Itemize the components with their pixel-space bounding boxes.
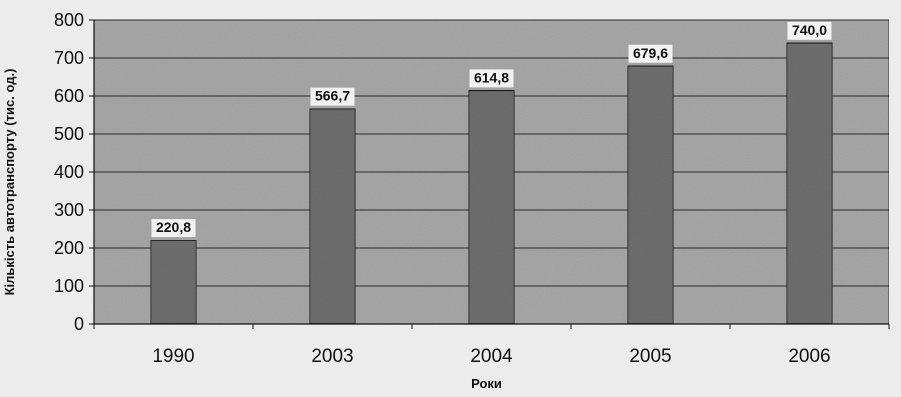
data-label: 614,8 — [474, 69, 509, 85]
x-tick-label: 2006 — [788, 346, 830, 367]
y-tick-labels: 0 100 200 300 400 500 600 700 800 — [54, 10, 84, 334]
data-label-box — [310, 87, 355, 106]
x-tick-labels: 1990 2003 2004 2005 2006 — [152, 346, 830, 367]
y-tick-label: 500 — [54, 124, 84, 144]
data-label-box — [469, 69, 514, 88]
data-label: 220,8 — [156, 219, 191, 235]
x-tick-label: 2005 — [629, 346, 671, 367]
bar — [308, 107, 357, 325]
x-tick-label: 1990 — [152, 346, 194, 367]
y-tick-label: 0 — [74, 314, 84, 334]
x-tick-label: 2004 — [470, 346, 513, 367]
y-tick-label: 400 — [54, 162, 84, 182]
y-tick-label: 800 — [54, 10, 84, 30]
y-tick-label: 100 — [54, 276, 84, 296]
data-label-box — [628, 44, 673, 63]
bar — [785, 42, 834, 325]
data-label: 679,6 — [633, 45, 668, 61]
y-axis-title: Кількість автотранспорту (тис. од.) — [2, 69, 17, 296]
axes — [89, 19, 890, 329]
data-label-box — [787, 21, 832, 40]
x-tick-label: 2003 — [311, 346, 353, 367]
data-label: 566,7 — [315, 88, 350, 104]
y-tick-label: 600 — [54, 86, 84, 106]
x-axis-title: Роки — [471, 376, 502, 391]
data-label: 740,0 — [792, 22, 827, 38]
bars — [149, 42, 834, 325]
bar — [149, 239, 198, 325]
bar — [467, 89, 516, 325]
bar — [626, 65, 675, 325]
data-label-box — [151, 219, 196, 238]
y-tick-label: 700 — [54, 48, 84, 68]
y-tick-label: 200 — [54, 238, 84, 258]
data-labels: 220,8 566,7 614,8 679,6 740,0 — [151, 21, 832, 238]
y-tick-label: 300 — [54, 200, 84, 220]
